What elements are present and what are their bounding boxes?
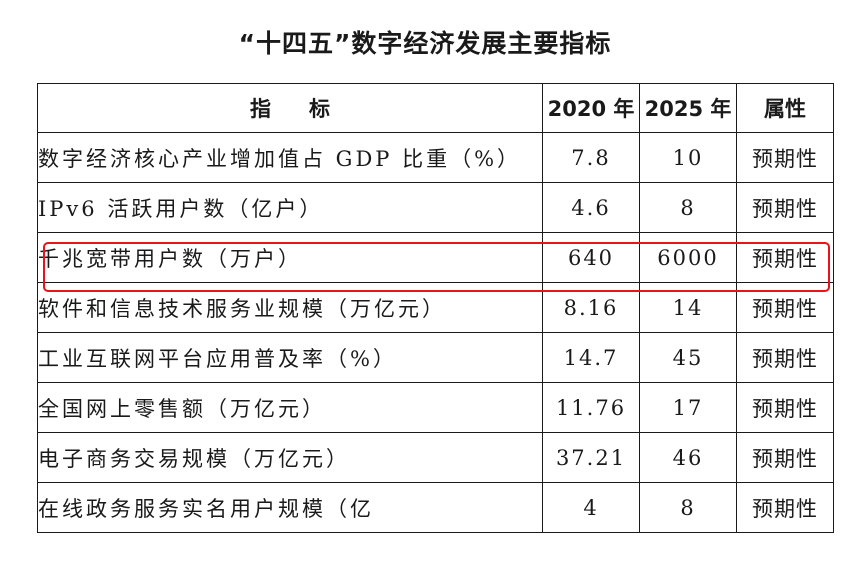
- attribute-cell: 预期性: [736, 182, 834, 233]
- attribute-cell: 预期性: [736, 232, 834, 283]
- indicator-cell: 软件和信息技术服务业规模（万亿元）: [37, 282, 543, 333]
- indicator-cell: 全国网上零售额（万亿元）: [37, 382, 543, 433]
- table-row: 全国网上零售额（万亿元） 11.76 17 预期性: [37, 382, 834, 433]
- header-2020: 2020 年: [542, 83, 640, 133]
- value-2020-cell: 7.8: [542, 132, 640, 183]
- header-2025: 2025 年: [639, 83, 737, 133]
- page-title: “十四五”数字经济发展主要指标: [238, 29, 612, 58]
- attribute-cell: 预期性: [736, 332, 834, 383]
- value-2025-cell: 6000: [639, 232, 737, 283]
- value-2025-cell: 8: [639, 482, 737, 533]
- value-2025-cell: 17: [639, 382, 737, 433]
- indicators-table: 指标 2020 年 2025 年 属性 数字经济核心产业增加值占 GDP 比重（…: [37, 83, 834, 533]
- value-2025-cell: 14: [639, 282, 737, 333]
- table-row: 在线政务服务实名用户规模（亿 4 8 预期性: [37, 482, 834, 533]
- indicator-cell: 在线政务服务实名用户规模（亿: [37, 482, 543, 533]
- table-header-row: 指标 2020 年 2025 年 属性: [37, 83, 834, 133]
- header-attribute: 属性: [736, 83, 834, 133]
- value-2020-cell: 4: [542, 482, 640, 533]
- value-2020-cell: 640: [542, 232, 640, 283]
- indicator-cell: 电子商务交易规模（万亿元）: [37, 432, 543, 483]
- attribute-cell: 预期性: [736, 282, 834, 333]
- table-row: 数字经济核心产业增加值占 GDP 比重（%） 7.8 10 预期性: [37, 132, 834, 183]
- attribute-cell: 预期性: [736, 382, 834, 433]
- table-row: IPv6 活跃用户数（亿户） 4.6 8 预期性: [37, 182, 834, 233]
- attribute-cell: 预期性: [736, 482, 834, 533]
- header-indicator: 指标: [37, 83, 543, 133]
- table-row: 工业互联网平台应用普及率（%） 14.7 45 预期性: [37, 332, 834, 383]
- value-2025-cell: 10: [639, 132, 737, 183]
- value-2020-cell: 4.6: [542, 182, 640, 233]
- indicator-cell: 千兆宽带用户数（万户）: [37, 232, 543, 283]
- table-row: 千兆宽带用户数（万户） 640 6000 预期性: [37, 232, 834, 283]
- attribute-cell: 预期性: [736, 132, 834, 183]
- table-row: 软件和信息技术服务业规模（万亿元） 8.16 14 预期性: [37, 282, 834, 333]
- value-2020-cell: 8.16: [542, 282, 640, 333]
- table-row: 电子商务交易规模（万亿元） 37.21 46 预期性: [37, 432, 834, 483]
- value-2025-cell: 46: [639, 432, 737, 483]
- value-2020-cell: 37.21: [542, 432, 640, 483]
- attribute-cell: 预期性: [736, 432, 834, 483]
- indicator-cell: 数字经济核心产业增加值占 GDP 比重（%）: [37, 132, 543, 183]
- value-2020-cell: 14.7: [542, 332, 640, 383]
- value-2025-cell: 8: [639, 182, 737, 233]
- indicator-cell: IPv6 活跃用户数（亿户）: [37, 182, 543, 233]
- value-2020-cell: 11.76: [542, 382, 640, 433]
- value-2025-cell: 45: [639, 332, 737, 383]
- indicator-cell: 工业互联网平台应用普及率（%）: [37, 332, 543, 383]
